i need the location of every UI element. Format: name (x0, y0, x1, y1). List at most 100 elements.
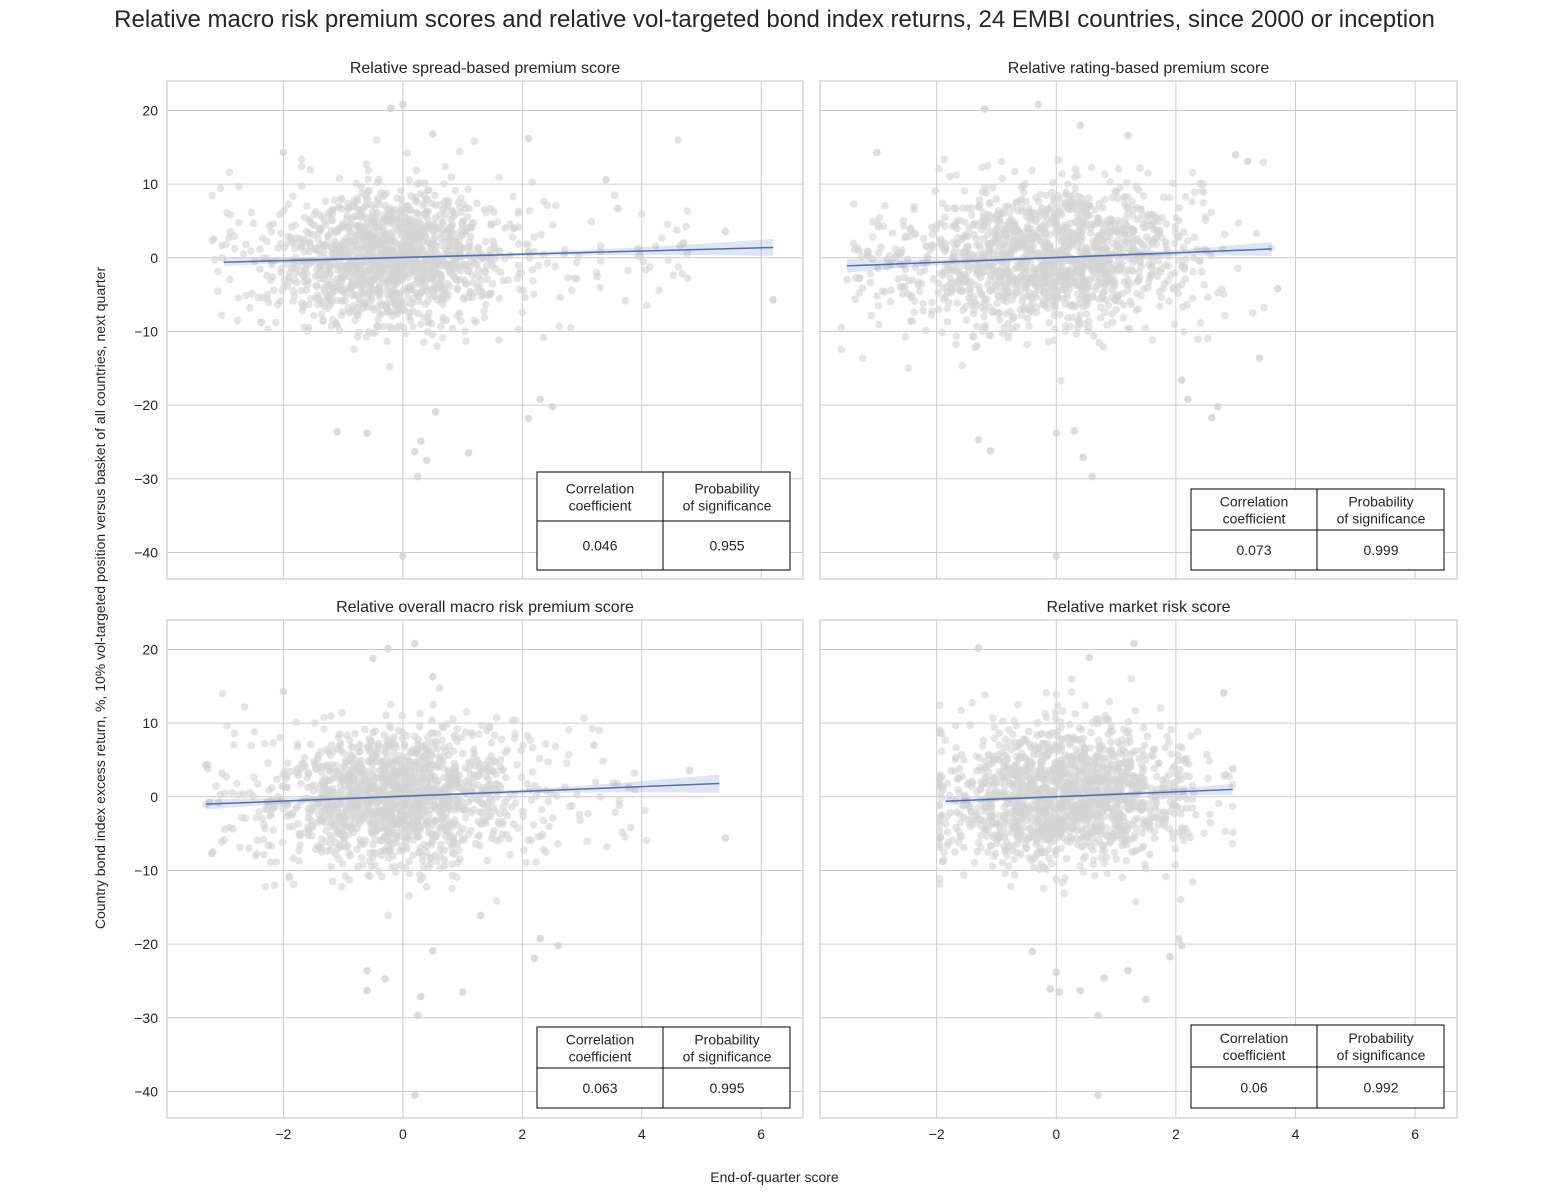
data-point (513, 761, 521, 769)
data-point (552, 202, 560, 210)
data-point (554, 941, 562, 950)
data-point (335, 174, 344, 183)
data-point (462, 337, 470, 345)
data-point (208, 191, 216, 200)
data-point (964, 242, 972, 251)
data-point (401, 329, 410, 338)
data-point (394, 769, 402, 777)
panel-title: Relative overall macro risk premium scor… (336, 599, 634, 616)
data-point (315, 260, 323, 268)
data-point (1082, 310, 1091, 318)
data-point (1081, 285, 1089, 293)
data-point (457, 784, 466, 793)
data-point (532, 858, 540, 866)
data-point (407, 192, 415, 200)
data-point (1097, 245, 1106, 253)
data-point (306, 217, 314, 226)
data-point (489, 766, 497, 775)
data-point (1176, 895, 1185, 904)
table-header: Probability (1348, 494, 1413, 510)
data-point (1046, 242, 1055, 250)
data-point (336, 782, 345, 791)
data-point (1103, 220, 1111, 228)
data-point (910, 308, 919, 317)
data-point (369, 276, 378, 285)
table-header: of significance (683, 498, 772, 514)
data-point (543, 201, 552, 210)
data-point (212, 782, 220, 790)
data-point (306, 740, 315, 749)
y-tick-label: −30 (134, 471, 158, 487)
data-point (233, 316, 242, 325)
data-point (261, 883, 270, 891)
data-point (484, 803, 493, 812)
data-point (843, 275, 851, 284)
data-point (480, 307, 488, 315)
data-point (534, 262, 543, 270)
data-point (1207, 413, 1216, 422)
data-point (478, 721, 486, 730)
data-point (1188, 803, 1197, 812)
data-point (544, 797, 553, 806)
data-point (1047, 188, 1056, 197)
data-point (1002, 309, 1011, 318)
data-point (1064, 313, 1072, 322)
data-point (1116, 183, 1124, 192)
data-point (1004, 249, 1013, 258)
data-point (388, 776, 397, 785)
data-point (372, 804, 381, 813)
data-point (417, 274, 425, 283)
data-point (327, 740, 336, 749)
data-point (325, 767, 334, 776)
data-point (352, 179, 361, 188)
data-point (447, 173, 456, 181)
data-point (1040, 287, 1048, 296)
data-point (320, 713, 328, 722)
data-point (1108, 318, 1117, 326)
data-point (1039, 260, 1047, 269)
data-point (330, 237, 339, 246)
data-point (1174, 216, 1183, 225)
data-point (278, 782, 286, 791)
data-point (424, 215, 432, 223)
data-point (311, 207, 320, 216)
data-point (850, 200, 858, 208)
data-point (858, 354, 867, 363)
data-point (678, 269, 686, 278)
data-point (232, 779, 241, 788)
data-point (974, 435, 983, 444)
data-point (367, 296, 376, 305)
data-point (420, 775, 429, 783)
data-point (413, 813, 422, 822)
data-point (394, 820, 402, 828)
data-point (536, 395, 545, 404)
data-point (348, 752, 357, 760)
data-point (886, 297, 895, 306)
data-point (366, 805, 374, 814)
data-point (903, 255, 912, 264)
data-point (202, 761, 210, 769)
data-point (1111, 280, 1119, 289)
data-point (389, 207, 398, 215)
data-point (1007, 215, 1015, 224)
data-point (433, 258, 442, 266)
data-point (1201, 216, 1210, 225)
data-point (931, 187, 940, 195)
data-point (293, 234, 301, 242)
data-point (1071, 184, 1080, 192)
data-point (260, 850, 268, 859)
data-point (459, 231, 467, 239)
data-point (1183, 237, 1192, 245)
data-point (1121, 215, 1130, 224)
data-point (911, 297, 919, 306)
data-point (289, 297, 297, 305)
data-point (312, 294, 321, 303)
data-point (525, 254, 534, 262)
data-point (433, 342, 441, 351)
data-point (1188, 169, 1197, 177)
data-point (369, 654, 377, 663)
data-point (440, 855, 449, 864)
data-point (439, 797, 448, 806)
data-point (370, 849, 379, 858)
data-point (1200, 829, 1208, 837)
